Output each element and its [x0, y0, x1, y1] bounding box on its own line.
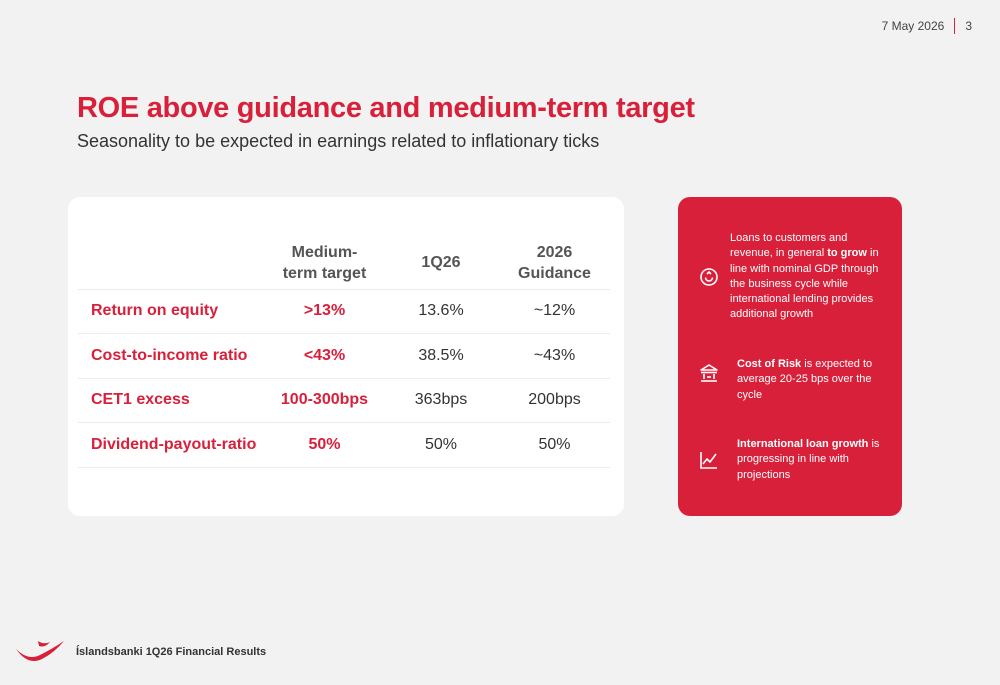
- table-row: CET1 excess 100-300bps 363bps 200bps: [78, 378, 610, 423]
- info-text-international-growth: International loan growth is progressing…: [737, 438, 880, 481]
- header-target-line2: term target: [282, 264, 367, 282]
- row-target: 100-300bps: [266, 378, 383, 423]
- row-guidance: ~43%: [499, 333, 610, 379]
- info-panel: Loans to customers and revenue, in gener…: [678, 197, 902, 516]
- row-guidance: ~12%: [499, 289, 610, 334]
- table-row: Cost-to-income ratio <43% 38.5% ~43%: [78, 333, 610, 379]
- header-target-line1: Medium-: [291, 243, 358, 261]
- slide-title: ROE above guidance and medium-term targe…: [77, 92, 695, 124]
- bank-icon: [700, 364, 718, 382]
- row-guidance: 50%: [499, 422, 610, 468]
- slide-subtitle: Seasonality to be expected in earnings r…: [77, 131, 600, 151]
- row-1q26: 38.5%: [383, 333, 499, 379]
- table-header-row: Medium- term target 1Q26 2026 Guidance: [78, 237, 610, 290]
- table-row: Return on equity >13% 13.6% ~12%: [78, 289, 610, 334]
- row-metric: CET1 excess: [78, 378, 266, 423]
- table-row: Dividend-payout-ratio 50% 50% 50%: [78, 422, 610, 468]
- row-target: >13%: [266, 289, 383, 334]
- page-number: 3: [965, 19, 972, 33]
- header-metric: [78, 237, 266, 290]
- header-1q26: 1Q26: [383, 237, 499, 290]
- islandsbanki-logo: [16, 641, 64, 662]
- row-guidance: 200bps: [499, 378, 610, 423]
- header-guidance-line2: Guidance: [518, 264, 591, 282]
- row-1q26: 363bps: [383, 378, 499, 423]
- header-2026-guidance: 2026 Guidance: [499, 237, 610, 290]
- header-meta: 7 May 2026 3: [882, 18, 972, 34]
- info-text-cost-of-risk: Cost of Risk is expected to average 20-2…: [737, 358, 873, 401]
- row-1q26: 50%: [383, 422, 499, 468]
- header-medium-term-target: Medium- term target: [266, 237, 383, 290]
- row-metric: Dividend-payout-ratio: [78, 422, 266, 468]
- slide-date: 7 May 2026: [881, 19, 945, 33]
- row-target: 50%: [266, 422, 383, 468]
- line-chart-icon: [700, 452, 717, 469]
- row-metric: Return on equity: [78, 289, 266, 334]
- header-divider: [954, 18, 956, 34]
- header-guidance-line1: 2026: [536, 243, 573, 261]
- footer-text: Íslandsbanki 1Q26 Financial Results: [76, 646, 267, 658]
- row-target: <43%: [266, 333, 383, 379]
- coin-growth-icon: [700, 268, 718, 286]
- row-metric: Cost-to-income ratio: [78, 333, 266, 379]
- kpi-table-card: Medium- term target 1Q26 2026 Guidance R…: [68, 197, 624, 516]
- kpi-table: Medium- term target 1Q26 2026 Guidance R…: [78, 237, 610, 468]
- row-1q26: 13.6%: [383, 289, 499, 334]
- info-text-growth: Loans to customers and revenue, in gener…: [730, 232, 879, 321]
